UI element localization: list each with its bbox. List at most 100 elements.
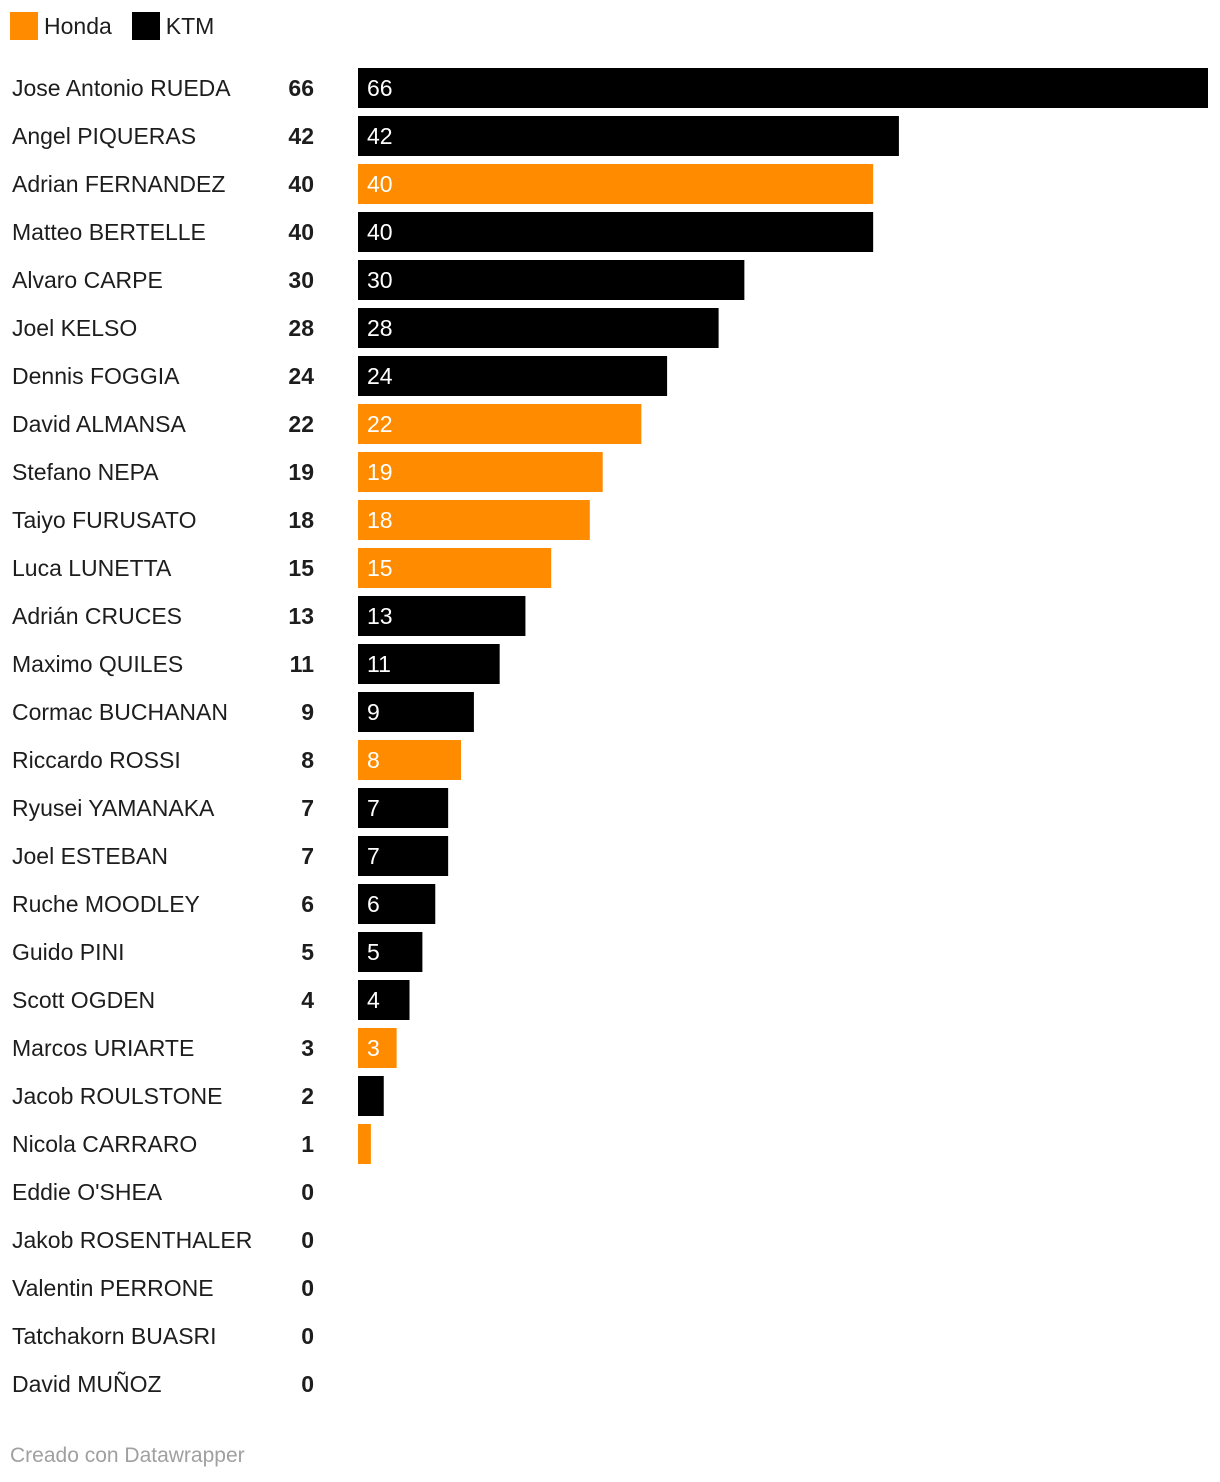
points-value-label: 4 (301, 987, 314, 1013)
points-value-label: 30 (288, 267, 314, 293)
bar-ktm[interactable] (358, 932, 423, 972)
bar-row-ryusei-yamanaka[interactable]: Ryusei YAMANAKA 7 7 (12, 788, 449, 828)
bar-data-label: 19 (367, 459, 393, 485)
rider-name-label: Cormac BUCHANAN (12, 699, 228, 725)
footer-credit[interactable]: Creado con Datawrapper (10, 1444, 245, 1467)
bar-row-nicola-carraro[interactable]: Nicola CARRARO 1 (12, 1124, 371, 1164)
bar-row-joel-kelso[interactable]: Joel KELSO 28 28 (12, 308, 719, 348)
bar-data-label: 66 (367, 75, 393, 101)
bar-row-adrian-fernandez[interactable]: Adrian FERNANDEZ 40 40 (12, 164, 874, 204)
legend-item-honda[interactable]: Honda (10, 12, 112, 40)
rider-name-label: Dennis FOGGIA (12, 363, 180, 389)
bar-honda[interactable] (358, 740, 462, 780)
bar-data-label: 11 (367, 651, 391, 677)
bar-row-jacob-roulstone[interactable]: Jacob ROULSTONE 2 (12, 1076, 384, 1116)
bar-data-label: 18 (367, 507, 393, 533)
bar-row-guido-pini[interactable]: Guido PINI 5 5 (12, 932, 423, 972)
bar-ktm[interactable] (358, 644, 500, 684)
bar-row-joel-esteban[interactable]: Joel ESTEBAN 7 7 (12, 836, 449, 876)
bar-row-cormac-buchanan[interactable]: Cormac BUCHANAN 9 9 (12, 692, 474, 732)
rider-name-label: Marcos URIARTE (12, 1035, 194, 1061)
bar-ktm[interactable] (358, 836, 449, 876)
bar-data-label: 8 (367, 747, 380, 773)
bar-ktm[interactable] (358, 212, 874, 252)
bar-data-label: 28 (367, 315, 393, 341)
points-value-label: 0 (301, 1227, 314, 1253)
bar-row-luca-lunetta[interactable]: Luca LUNETTA 15 15 (12, 548, 552, 588)
bar-ktm[interactable] (358, 116, 899, 156)
bar-row-tatchakorn-buasri[interactable]: Tatchakorn BUASRI 0 (12, 1323, 314, 1349)
bar-ktm[interactable] (358, 884, 436, 924)
bar-honda[interactable] (358, 548, 552, 588)
bar-data-label: 4 (367, 987, 380, 1013)
bar-row-angel-piqueras[interactable]: Angel PIQUERAS 42 42 (12, 116, 899, 156)
bar-row-eddie-o-shea[interactable]: Eddie O'SHEA 0 (12, 1179, 314, 1205)
bar-row-taiyo-furusato[interactable]: Taiyo FURUSATO 18 18 (12, 500, 590, 540)
rider-name-label: Angel PIQUERAS (12, 123, 196, 149)
points-value-label: 1 (301, 1131, 314, 1157)
bar-ktm[interactable] (358, 788, 449, 828)
bar-row-maximo-quiles[interactable]: Maximo QUILES 11 11 (12, 644, 500, 684)
rider-name-label: Jacob ROULSTONE (12, 1083, 222, 1109)
rider-name-label: Tatchakorn BUASRI (12, 1323, 217, 1349)
rider-name-label: Nicola CARRARO (12, 1131, 197, 1157)
bar-ktm[interactable] (358, 260, 745, 300)
bar-row-adrian-cruces[interactable]: Adrián CRUCES 13 13 (12, 596, 526, 636)
rider-name-label: Adrián CRUCES (12, 603, 182, 629)
bar-honda[interactable] (358, 1124, 371, 1164)
bar-row-stefano-nepa[interactable]: Stefano NEPA 19 19 (12, 452, 603, 492)
bar-ktm[interactable] (358, 356, 668, 396)
bar-ktm[interactable] (358, 1076, 384, 1116)
points-value-label: 13 (288, 603, 314, 629)
bar-ktm[interactable] (358, 68, 1208, 108)
rider-name-label: Matteo BERTELLE (12, 219, 206, 245)
legend: Honda KTM (10, 10, 234, 42)
bar-honda[interactable] (358, 1028, 397, 1068)
rider-name-label: Valentin PERRONE (12, 1275, 214, 1301)
bar-data-label: 15 (367, 555, 393, 581)
points-value-label: 11 (290, 651, 315, 677)
points-value-label: 15 (288, 555, 314, 581)
bar-row-jose-antonio-rueda[interactable]: Jose Antonio RUEDA 66 66 (12, 68, 1208, 108)
rider-name-label: Jose Antonio RUEDA (12, 75, 231, 101)
bar-honda[interactable] (358, 500, 590, 540)
legend-swatch-ktm (131, 12, 160, 40)
legend-label-honda: Honda (44, 12, 112, 39)
bar-ktm[interactable] (358, 692, 474, 732)
bar-row-riccardo-rossi[interactable]: Riccardo ROSSI 8 8 (12, 740, 462, 780)
bar-honda[interactable] (358, 452, 603, 492)
points-value-label: 40 (288, 219, 314, 245)
legend-item-ktm[interactable]: KTM (131, 12, 214, 40)
bar-row-david-almansa[interactable]: David ALMANSA 22 22 (12, 404, 642, 444)
bar-ktm[interactable] (358, 308, 719, 348)
points-value-label: 42 (288, 123, 314, 149)
rider-name-label: Joel ESTEBAN (12, 843, 168, 869)
bar-honda[interactable] (358, 404, 642, 444)
points-value-label: 0 (301, 1323, 314, 1349)
rider-name-label: Ryusei YAMANAKA (12, 795, 215, 821)
rider-name-label: Taiyo FURUSATO (12, 507, 196, 533)
bar-row-scott-ogden[interactable]: Scott OGDEN 4 4 (12, 980, 410, 1020)
points-value-label: 7 (301, 795, 314, 821)
points-value-label: 9 (301, 699, 314, 725)
bar-row-valentin-perrone[interactable]: Valentin PERRONE 0 (12, 1275, 314, 1301)
bar-ktm[interactable] (358, 596, 526, 636)
bar-row-alvaro-carpe[interactable]: Alvaro CARPE 30 30 (12, 260, 745, 300)
bar-row-david-munoz[interactable]: David MUÑOZ 0 (12, 1371, 314, 1397)
bar-row-marcos-uriarte[interactable]: Marcos URIARTE 3 3 (12, 1028, 397, 1068)
bar-row-ruche-moodley[interactable]: Ruche MOODLEY 6 6 (12, 884, 436, 924)
rider-name-label: Stefano NEPA (12, 459, 159, 485)
points-value-label: 6 (301, 891, 314, 917)
bar-row-jakob-rosenthaler[interactable]: Jakob ROSENTHALER 0 (12, 1227, 314, 1253)
bar-data-label: 3 (367, 1035, 380, 1061)
bar-honda[interactable] (358, 164, 874, 204)
bar-data-label: 30 (367, 267, 393, 293)
rider-name-label: Scott OGDEN (12, 987, 155, 1013)
rider-name-label: Maximo QUILES (12, 651, 183, 677)
points-value-label: 3 (301, 1035, 314, 1061)
rider-name-label: Riccardo ROSSI (12, 747, 181, 773)
bar-data-label: 24 (367, 363, 393, 389)
bar-row-dennis-foggia[interactable]: Dennis FOGGIA 24 24 (12, 356, 668, 396)
bar-row-matteo-bertelle[interactable]: Matteo BERTELLE 40 40 (12, 212, 874, 252)
bar-ktm[interactable] (358, 980, 410, 1020)
